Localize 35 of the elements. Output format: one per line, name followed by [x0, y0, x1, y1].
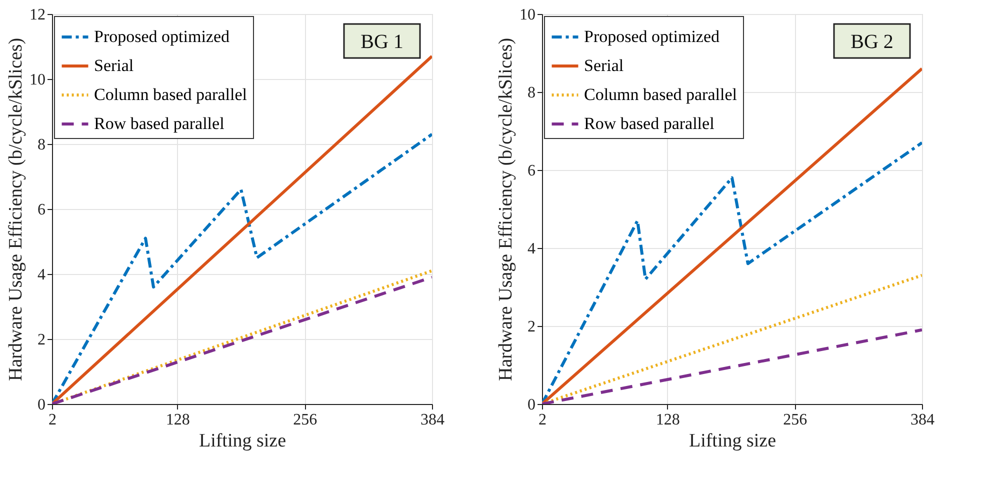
y-tick-label: 0 [38, 396, 46, 414]
annotation: BG 1 [360, 31, 404, 53]
y-tick-label: 0 [528, 396, 536, 414]
y-tick-label: 4 [528, 240, 536, 258]
y-axis-title: Hardware Usage Efficiency (b/cycle/kSlices) [496, 38, 516, 382]
x-axis-title: Lifting size [688, 430, 776, 452]
y-tick-label: 6 [528, 162, 536, 180]
y-tick-label: 6 [38, 202, 46, 218]
x-tick-label: 128 [166, 412, 190, 428]
legend-label: Column based parallel [584, 85, 738, 104]
legend-label: Proposed optimized [584, 27, 720, 46]
y-tick-label: 4 [38, 266, 46, 284]
y-tick-label: 8 [528, 84, 536, 102]
legend-label: Serial [584, 56, 624, 75]
x-axis-title: Lifting size [198, 430, 286, 452]
x-tick-label: 256 [293, 412, 318, 428]
x-tick-label: 2 [48, 412, 56, 428]
y-tick-label: 10 [30, 72, 46, 88]
legend-label: Row based parallel [584, 114, 715, 133]
y-axis-title: Hardware Usage Efficiency (b/cycle/kSlices) [6, 38, 26, 382]
annotation: BG 2 [850, 31, 894, 53]
y-tick-label: 2 [528, 318, 536, 336]
x-tick-label: 384 [420, 412, 444, 428]
y-tick-label: 8 [38, 136, 46, 154]
legend-label: Column based parallel [94, 85, 248, 104]
x-tick-label: 384 [910, 412, 934, 428]
x-tick-label: 128 [656, 412, 680, 428]
x-tick-label: 256 [783, 412, 808, 428]
legend-label: Proposed optimized [94, 27, 230, 46]
legend-label: Serial [94, 56, 134, 75]
y-tick-label: 10 [520, 6, 536, 24]
legend-label: Row based parallel [94, 114, 225, 133]
y-tick-label: 2 [38, 332, 46, 348]
y-tick-label: 12 [30, 6, 46, 24]
x-tick-label: 2 [538, 412, 546, 428]
